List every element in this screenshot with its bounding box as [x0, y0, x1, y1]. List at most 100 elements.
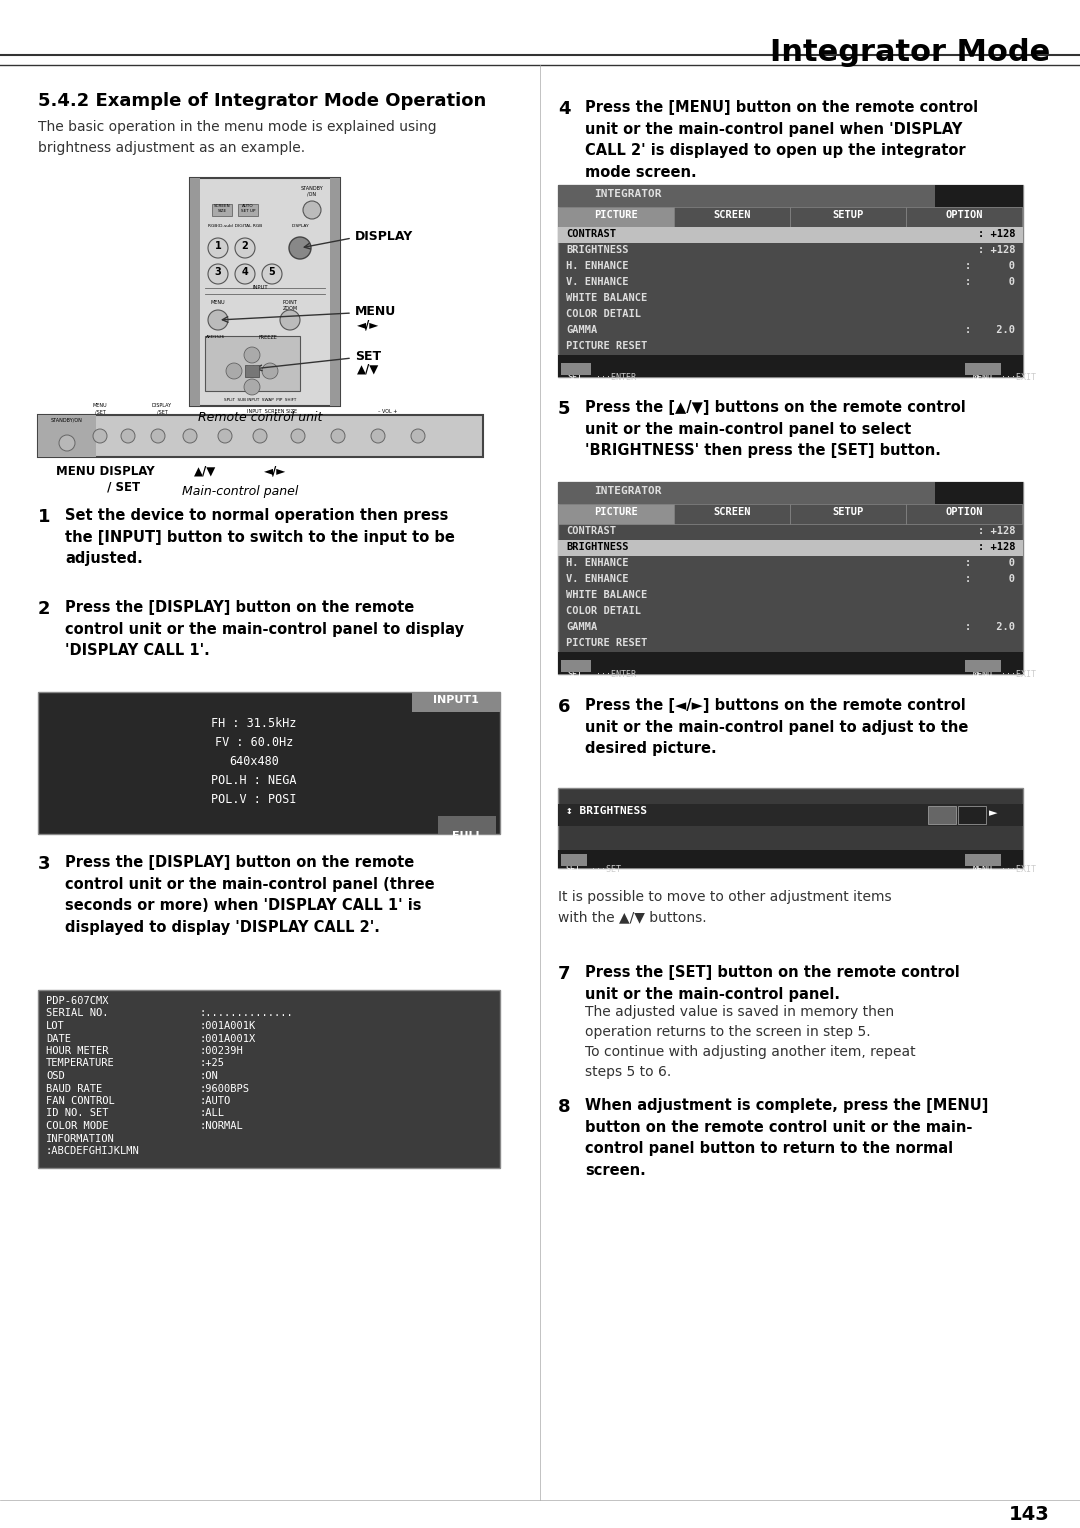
Text: ▲/▼: ▲/▼	[194, 465, 216, 478]
Bar	[789, 206, 906, 228]
Text: POL.H : NEGA: POL.H : NEGA	[212, 775, 297, 787]
Circle shape	[411, 429, 426, 443]
Text: OPTION: OPTION	[945, 507, 983, 516]
Text: :ABCDEFGHIJKLMN: :ABCDEFGHIJKLMN	[46, 1146, 139, 1157]
Text: ···EXIT: ···EXIT	[1001, 373, 1036, 382]
Circle shape	[262, 264, 282, 284]
Bar	[906, 504, 1022, 524]
Text: MENU: MENU	[355, 306, 396, 318]
Bar	[935, 185, 1023, 206]
Text: The adjusted value is saved in memory then
operation returns to the screen in st: The adjusted value is saved in memory th…	[585, 1005, 916, 1079]
Bar	[906, 206, 1022, 228]
Text: Main-control panel: Main-control panel	[181, 484, 298, 498]
Text: 640x480: 640x480	[229, 755, 279, 769]
Text: 3: 3	[38, 856, 51, 872]
Circle shape	[208, 264, 228, 284]
Circle shape	[93, 429, 107, 443]
Text: 2: 2	[242, 241, 248, 251]
Text: 5.4.2 Example of Integrator Mode Operation: 5.4.2 Example of Integrator Mode Operati…	[38, 92, 486, 110]
Circle shape	[218, 429, 232, 443]
Text: Integrator Mode: Integrator Mode	[770, 38, 1050, 67]
Text: Press the [▲/▼] buttons on the remote control
unit or the main-control panel to : Press the [▲/▼] buttons on the remote co…	[585, 400, 966, 458]
Text: INPUT1: INPUT1	[959, 486, 999, 497]
Text: :..............: :..............	[200, 1008, 294, 1019]
Text: RGB(D-sub) DIGITAL RGB: RGB(D-sub) DIGITAL RGB	[208, 225, 262, 228]
Text: BRIGHTNESS: BRIGHTNESS	[566, 244, 629, 255]
Text: 143: 143	[1009, 1505, 1050, 1523]
Text: H. ENHANCE: H. ENHANCE	[566, 261, 629, 270]
Text: ▲/▼: ▲/▼	[357, 364, 379, 376]
Text: ◄: ◄	[937, 808, 946, 817]
Bar	[558, 850, 1023, 868]
Text: ►: ►	[989, 808, 997, 817]
Text: 6: 6	[558, 698, 570, 717]
Bar	[558, 804, 1023, 827]
Text: V. ENHANCE: V. ENHANCE	[566, 575, 629, 584]
Circle shape	[330, 429, 345, 443]
Text: FH : 31.5kHz: FH : 31.5kHz	[212, 717, 297, 730]
Text: : +128: : +128	[977, 244, 1015, 255]
Text: 1: 1	[215, 241, 221, 251]
Text: OSD: OSD	[46, 1071, 65, 1080]
Bar	[558, 481, 1023, 504]
Text: :      0: : 0	[966, 261, 1015, 270]
Text: 0: 0	[969, 808, 975, 817]
Text: MENU DISPLAY
         / SET: MENU DISPLAY / SET	[56, 465, 154, 494]
Circle shape	[183, 429, 197, 443]
Text: COLOR DETAIL: COLOR DETAIL	[566, 309, 642, 319]
Text: INPUT1: INPUT1	[959, 189, 999, 199]
Text: PICTURE: PICTURE	[594, 209, 638, 220]
Text: DISPLAY: DISPLAY	[355, 231, 414, 243]
Text: :ON: :ON	[200, 1071, 219, 1080]
Text: :+25: :+25	[200, 1059, 225, 1068]
Circle shape	[226, 364, 242, 379]
Circle shape	[262, 364, 278, 379]
Text: MENU: MENU	[211, 299, 226, 306]
Text: 5: 5	[269, 267, 275, 277]
Text: SET: SET	[355, 350, 381, 364]
Text: PDP-607CMX: PDP-607CMX	[46, 996, 108, 1005]
Circle shape	[280, 310, 300, 330]
Bar	[558, 788, 1023, 868]
Bar	[212, 205, 232, 215]
Text: SERIAL NO.: SERIAL NO.	[46, 1008, 108, 1019]
Text: 7: 7	[558, 966, 570, 983]
Text: SET: SET	[566, 865, 581, 874]
Bar	[561, 364, 591, 374]
Bar	[789, 504, 906, 524]
Text: CONTRAST: CONTRAST	[566, 526, 616, 536]
Text: 3: 3	[215, 267, 221, 277]
Circle shape	[372, 429, 384, 443]
Text: FV : 60.0Hz: FV : 60.0Hz	[215, 736, 293, 749]
Text: When adjustment is complete, press the [MENU]
button on the remote control unit : When adjustment is complete, press the […	[585, 1099, 988, 1178]
Text: – VOL +: – VOL +	[378, 410, 397, 414]
Text: FULL: FULL	[451, 831, 483, 840]
Text: AXD1526: AXD1526	[206, 335, 226, 339]
Text: It is possible to move to other adjustment items
with the ▲/▼ buttons.: It is possible to move to other adjustme…	[558, 889, 892, 924]
Circle shape	[235, 264, 255, 284]
Text: Press the [SET] button on the remote control
unit or the main-control panel.: Press the [SET] button on the remote con…	[585, 966, 960, 1001]
Text: MENU: MENU	[973, 373, 993, 382]
Text: MENU: MENU	[973, 865, 993, 874]
Text: ···SET: ···SET	[591, 865, 621, 874]
Text: : +128: : +128	[977, 229, 1015, 238]
Text: POL.V : POSI: POL.V : POSI	[212, 793, 297, 805]
Circle shape	[121, 429, 135, 443]
Text: SCREEN
SIZE: SCREEN SIZE	[214, 205, 230, 212]
Text: MENU
/SET: MENU /SET	[93, 403, 107, 414]
Bar	[245, 365, 259, 377]
Text: :00239H: :00239H	[200, 1047, 244, 1056]
Text: FREEZE: FREEZE	[258, 335, 278, 341]
Text: The basic operation in the menu mode is explained using
brightness adjustment as: The basic operation in the menu mode is …	[38, 121, 436, 154]
Text: ···ENTER: ···ENTER	[596, 373, 636, 382]
Bar	[330, 177, 340, 406]
Bar	[205, 336, 300, 391]
Text: :NORMAL: :NORMAL	[200, 1122, 244, 1131]
Circle shape	[253, 429, 267, 443]
Text: SPLIT  SUB INPUT  SWAP  PIP  SHIFT: SPLIT SUB INPUT SWAP PIP SHIFT	[224, 397, 296, 402]
Bar	[38, 416, 96, 457]
Text: FAN CONTROL: FAN CONTROL	[46, 1096, 114, 1106]
Text: COLOR MODE: COLOR MODE	[46, 1122, 108, 1131]
Text: INPUT1: INPUT1	[433, 695, 478, 704]
Bar	[438, 816, 496, 834]
